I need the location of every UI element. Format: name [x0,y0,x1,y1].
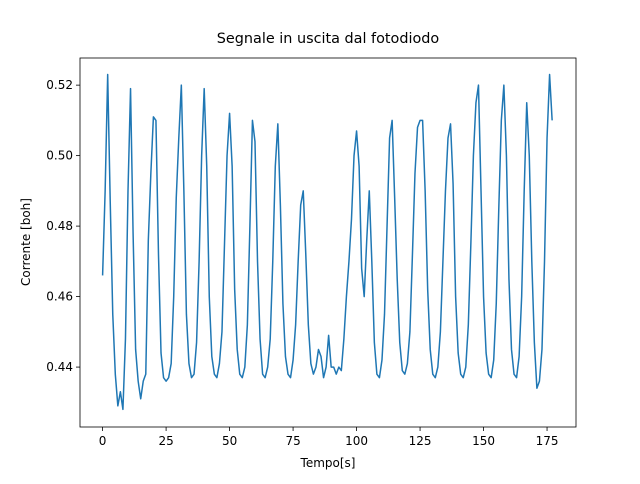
x-tick-label: 0 [99,434,107,448]
x-tick-label: 25 [158,434,173,448]
x-tick-label: 125 [409,434,432,448]
data-line [101,73,553,411]
x-tick-label: 150 [472,434,495,448]
y-tick-label: 0.48 [46,219,73,233]
plot-frame [79,57,577,428]
x-axis-label: Tempo[s] [300,456,356,470]
y-tick-label: 0.46 [46,290,73,304]
y-tick-label: 0.52 [46,78,73,92]
x-tick-label: 100 [345,434,368,448]
y-tick-label: 0.44 [46,360,73,374]
chart-title: Segnale in uscita dal fotodiodo [217,31,440,47]
x-tick-label: 50 [222,434,237,448]
y-tick-label: 0.50 [46,149,73,163]
x-tick-label: 75 [285,434,300,448]
x-tick-label: 175 [536,434,559,448]
y-axis-label: Corrente [boh] [19,198,33,286]
